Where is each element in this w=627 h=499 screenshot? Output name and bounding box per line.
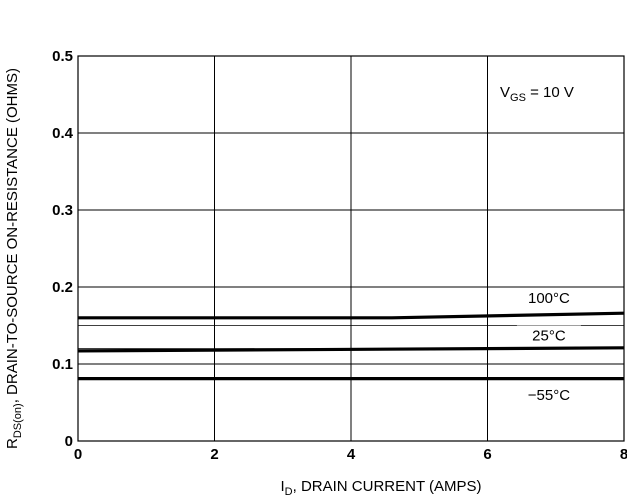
series-label-bg-0 (516, 287, 581, 308)
x-tick-label: 4 (347, 446, 356, 463)
series-lines (77, 311, 625, 381)
plot-frame (77, 55, 625, 442)
y-tick-label: 0 (65, 433, 73, 450)
series-label-bg-2 (516, 384, 581, 405)
series-line-0 (78, 311, 625, 320)
y-tick-label: 0.2 (52, 279, 73, 296)
x-tick-label: 6 (483, 446, 491, 463)
series-labels: 100°C 25°C −55°C (516, 287, 581, 405)
y-tick-label: 0.5 (52, 48, 73, 65)
x-tick-labels: 0 2 4 6 8 (74, 446, 627, 463)
x-tick-label: 2 (210, 446, 218, 463)
y-axis-label: RDS(on), DRAIN-TO-SOURCE ON-RESISTANCE (… (4, 68, 24, 449)
x-axis-label: ID, DRAIN CURRENT (AMPS) (280, 478, 481, 498)
y-tick-label: 0.3 (52, 202, 73, 219)
grid-lines (77, 55, 625, 441)
series-label-0: 100°C (528, 290, 570, 307)
series-label-1: 25°C (532, 328, 566, 345)
x-tick-label: 0 (74, 446, 82, 463)
y-tick-label: 0.4 (52, 125, 74, 142)
y-tick-label: 0.1 (52, 356, 73, 373)
series-label-2: −55°C (528, 387, 570, 404)
series-label-bg-1 (516, 325, 581, 346)
condition-label: VGS = 10 V (500, 84, 574, 104)
y-tick-labels: 0 0.1 0.2 0.3 0.4 0.5 (52, 48, 74, 450)
x-tick-label: 8 (620, 446, 627, 463)
series-line-1 (77, 346, 625, 353)
